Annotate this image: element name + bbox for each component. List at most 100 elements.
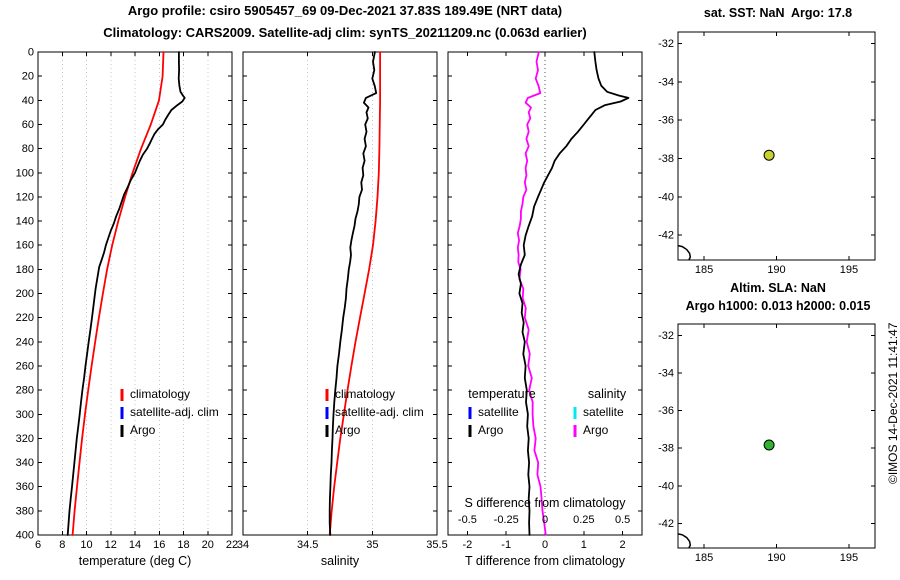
x-tick-label: 6 bbox=[35, 539, 41, 551]
y-tick-label: -40 bbox=[658, 480, 674, 492]
x-tick-label: 185 bbox=[695, 552, 713, 564]
figure-title-line1: Argo profile: csiro 5905457_69 09-Dec-20… bbox=[127, 3, 563, 18]
x-tick-label: 195 bbox=[840, 552, 858, 564]
panel-temperature: 6 8 10 12 14 16 18 20 22020406080100120140160180… bbox=[16, 47, 238, 569]
y-tick-label: -32 bbox=[658, 38, 674, 50]
x-axis-label: T difference from climatology bbox=[465, 554, 626, 568]
x-tick-label: 35 bbox=[366, 539, 378, 551]
panel-difference: -2 -1 0 1 2 T difference from climatology S di… bbox=[447, 51, 643, 568]
x-tick-label: 12 bbox=[105, 539, 117, 551]
x-tick-label: 18 bbox=[177, 539, 189, 551]
legend-label: climatology bbox=[335, 387, 395, 401]
y-tick-label: -34 bbox=[658, 76, 674, 88]
sla-map-float-position-dot bbox=[763, 439, 775, 451]
coastline bbox=[677, 533, 692, 549]
x-tick-label: 20 bbox=[202, 539, 214, 551]
x-tick-label: 14 bbox=[129, 539, 141, 551]
y-tick-label: 320 bbox=[16, 433, 34, 445]
series-argo bbox=[328, 51, 378, 536]
y-tick-label: -42 bbox=[658, 518, 674, 530]
y-tick-label: 180 bbox=[16, 264, 34, 276]
y-tick-label: -40 bbox=[658, 191, 674, 203]
y-tick-label: -38 bbox=[658, 443, 674, 455]
legend-label: Argo bbox=[478, 423, 504, 437]
x-tick-label: 22 bbox=[226, 539, 238, 551]
y-tick-label: 240 bbox=[16, 336, 34, 348]
series-argo bbox=[66, 51, 186, 536]
series-s-diff-argo bbox=[516, 51, 547, 536]
legend-label: satellite bbox=[583, 405, 624, 419]
y-tick-label: 200 bbox=[16, 288, 34, 300]
y-tick-label: 400 bbox=[16, 530, 34, 542]
x-tick-label: -2 bbox=[463, 539, 473, 551]
series-climatology bbox=[328, 51, 381, 536]
imos-watermark: ©IMOS 14-Dec-2021 11:41:47 bbox=[886, 322, 900, 484]
sst-map-float-position-dot bbox=[763, 149, 775, 161]
coastline bbox=[677, 244, 692, 261]
sla-map-title-line2: Argo h1000: 0.013 h2000: 0.015 bbox=[685, 299, 871, 313]
x-tick-label: 190 bbox=[767, 264, 785, 276]
s-axis-tick-label: 0.5 bbox=[615, 514, 630, 526]
x-tick-label: 8 bbox=[59, 539, 65, 551]
x-tick-label: 190 bbox=[767, 552, 785, 564]
legend-label: Argo bbox=[583, 423, 609, 437]
y-tick-label: 340 bbox=[16, 457, 34, 469]
x-tick-label: 35.5 bbox=[426, 539, 447, 551]
y-tick-label: 0 bbox=[28, 47, 34, 59]
y-tick-label: 20 bbox=[22, 71, 34, 83]
y-tick-label: 80 bbox=[22, 143, 34, 155]
y-tick-label: 380 bbox=[16, 505, 34, 517]
x-tick-label: 2 bbox=[620, 539, 626, 551]
y-tick-label: 120 bbox=[16, 191, 34, 203]
y-tick-label: 260 bbox=[16, 360, 34, 372]
x-tick-label: 1 bbox=[581, 539, 587, 551]
panel-sla-map: 185 190 195 -32 -34 -36 -38 -40 -42 bbox=[658, 323, 876, 564]
x-axis-label: temperature (deg C) bbox=[79, 554, 192, 568]
s-axis-tick-label: -0.5 bbox=[458, 514, 477, 526]
y-tick-label: -42 bbox=[658, 230, 674, 242]
legend-label: Argo bbox=[130, 423, 156, 437]
x-tick-label: 10 bbox=[80, 539, 92, 551]
y-tick-label: 100 bbox=[16, 167, 34, 179]
x-tick-label: 16 bbox=[153, 539, 165, 551]
x-axis-label: salinity bbox=[321, 554, 360, 568]
x-tick-label: 185 bbox=[695, 264, 713, 276]
y-tick-label: -38 bbox=[658, 153, 674, 165]
legend-label: satellite-adj. clim bbox=[335, 405, 424, 419]
panel-salinity: 34 34.5 35 35.5 salinity climatology satellite… bbox=[237, 51, 448, 568]
sla-map-title-line1: Altim. SLA: NaN bbox=[730, 281, 826, 295]
axes-frame bbox=[242, 51, 438, 536]
y-tick-label: -34 bbox=[658, 367, 674, 379]
sst-map-title: sat. SST: NaN Argo: 17.8 bbox=[703, 6, 853, 20]
x-tick-label: 0 bbox=[542, 539, 548, 551]
y-tick-label: 140 bbox=[16, 216, 34, 228]
series-t-diff-argo bbox=[517, 51, 630, 536]
y-tick-label: -32 bbox=[658, 330, 674, 342]
x-tick-label: 34 bbox=[237, 539, 249, 551]
legend-header: temperature bbox=[468, 387, 535, 401]
s-axis-tick-label: 0 bbox=[542, 514, 548, 526]
s-axis-tick-label: 0.25 bbox=[573, 514, 594, 526]
y-tick-label: 300 bbox=[16, 409, 34, 421]
axes-frame bbox=[677, 323, 876, 549]
y-tick-label: 60 bbox=[22, 119, 34, 131]
y-tick-label: -36 bbox=[658, 405, 674, 417]
legend-label: climatology bbox=[130, 387, 190, 401]
figure-title-line2: Climatology: CARS2009. Satellite-adj cli… bbox=[103, 25, 587, 40]
y-tick-label: -36 bbox=[658, 115, 674, 127]
y-tick-label: 40 bbox=[22, 95, 34, 107]
y-tick-label: 360 bbox=[16, 481, 34, 493]
series-climatology bbox=[71, 51, 165, 536]
x-tick-label: 195 bbox=[840, 264, 858, 276]
legend-label: satellite bbox=[478, 405, 519, 419]
legend-label: satellite-adj. clim bbox=[130, 405, 219, 419]
panel-sst-map: 185 190 195 -32 -34 -36 -38 -40 -42 bbox=[658, 31, 876, 276]
s-axis-label: S difference from climatology bbox=[465, 496, 627, 510]
axes-frame bbox=[677, 31, 876, 261]
y-tick-label: 280 bbox=[16, 385, 34, 397]
s-axis-tick-label: -0.25 bbox=[494, 514, 519, 526]
x-tick-label: -1 bbox=[501, 539, 511, 551]
legend-label: Argo bbox=[335, 423, 361, 437]
